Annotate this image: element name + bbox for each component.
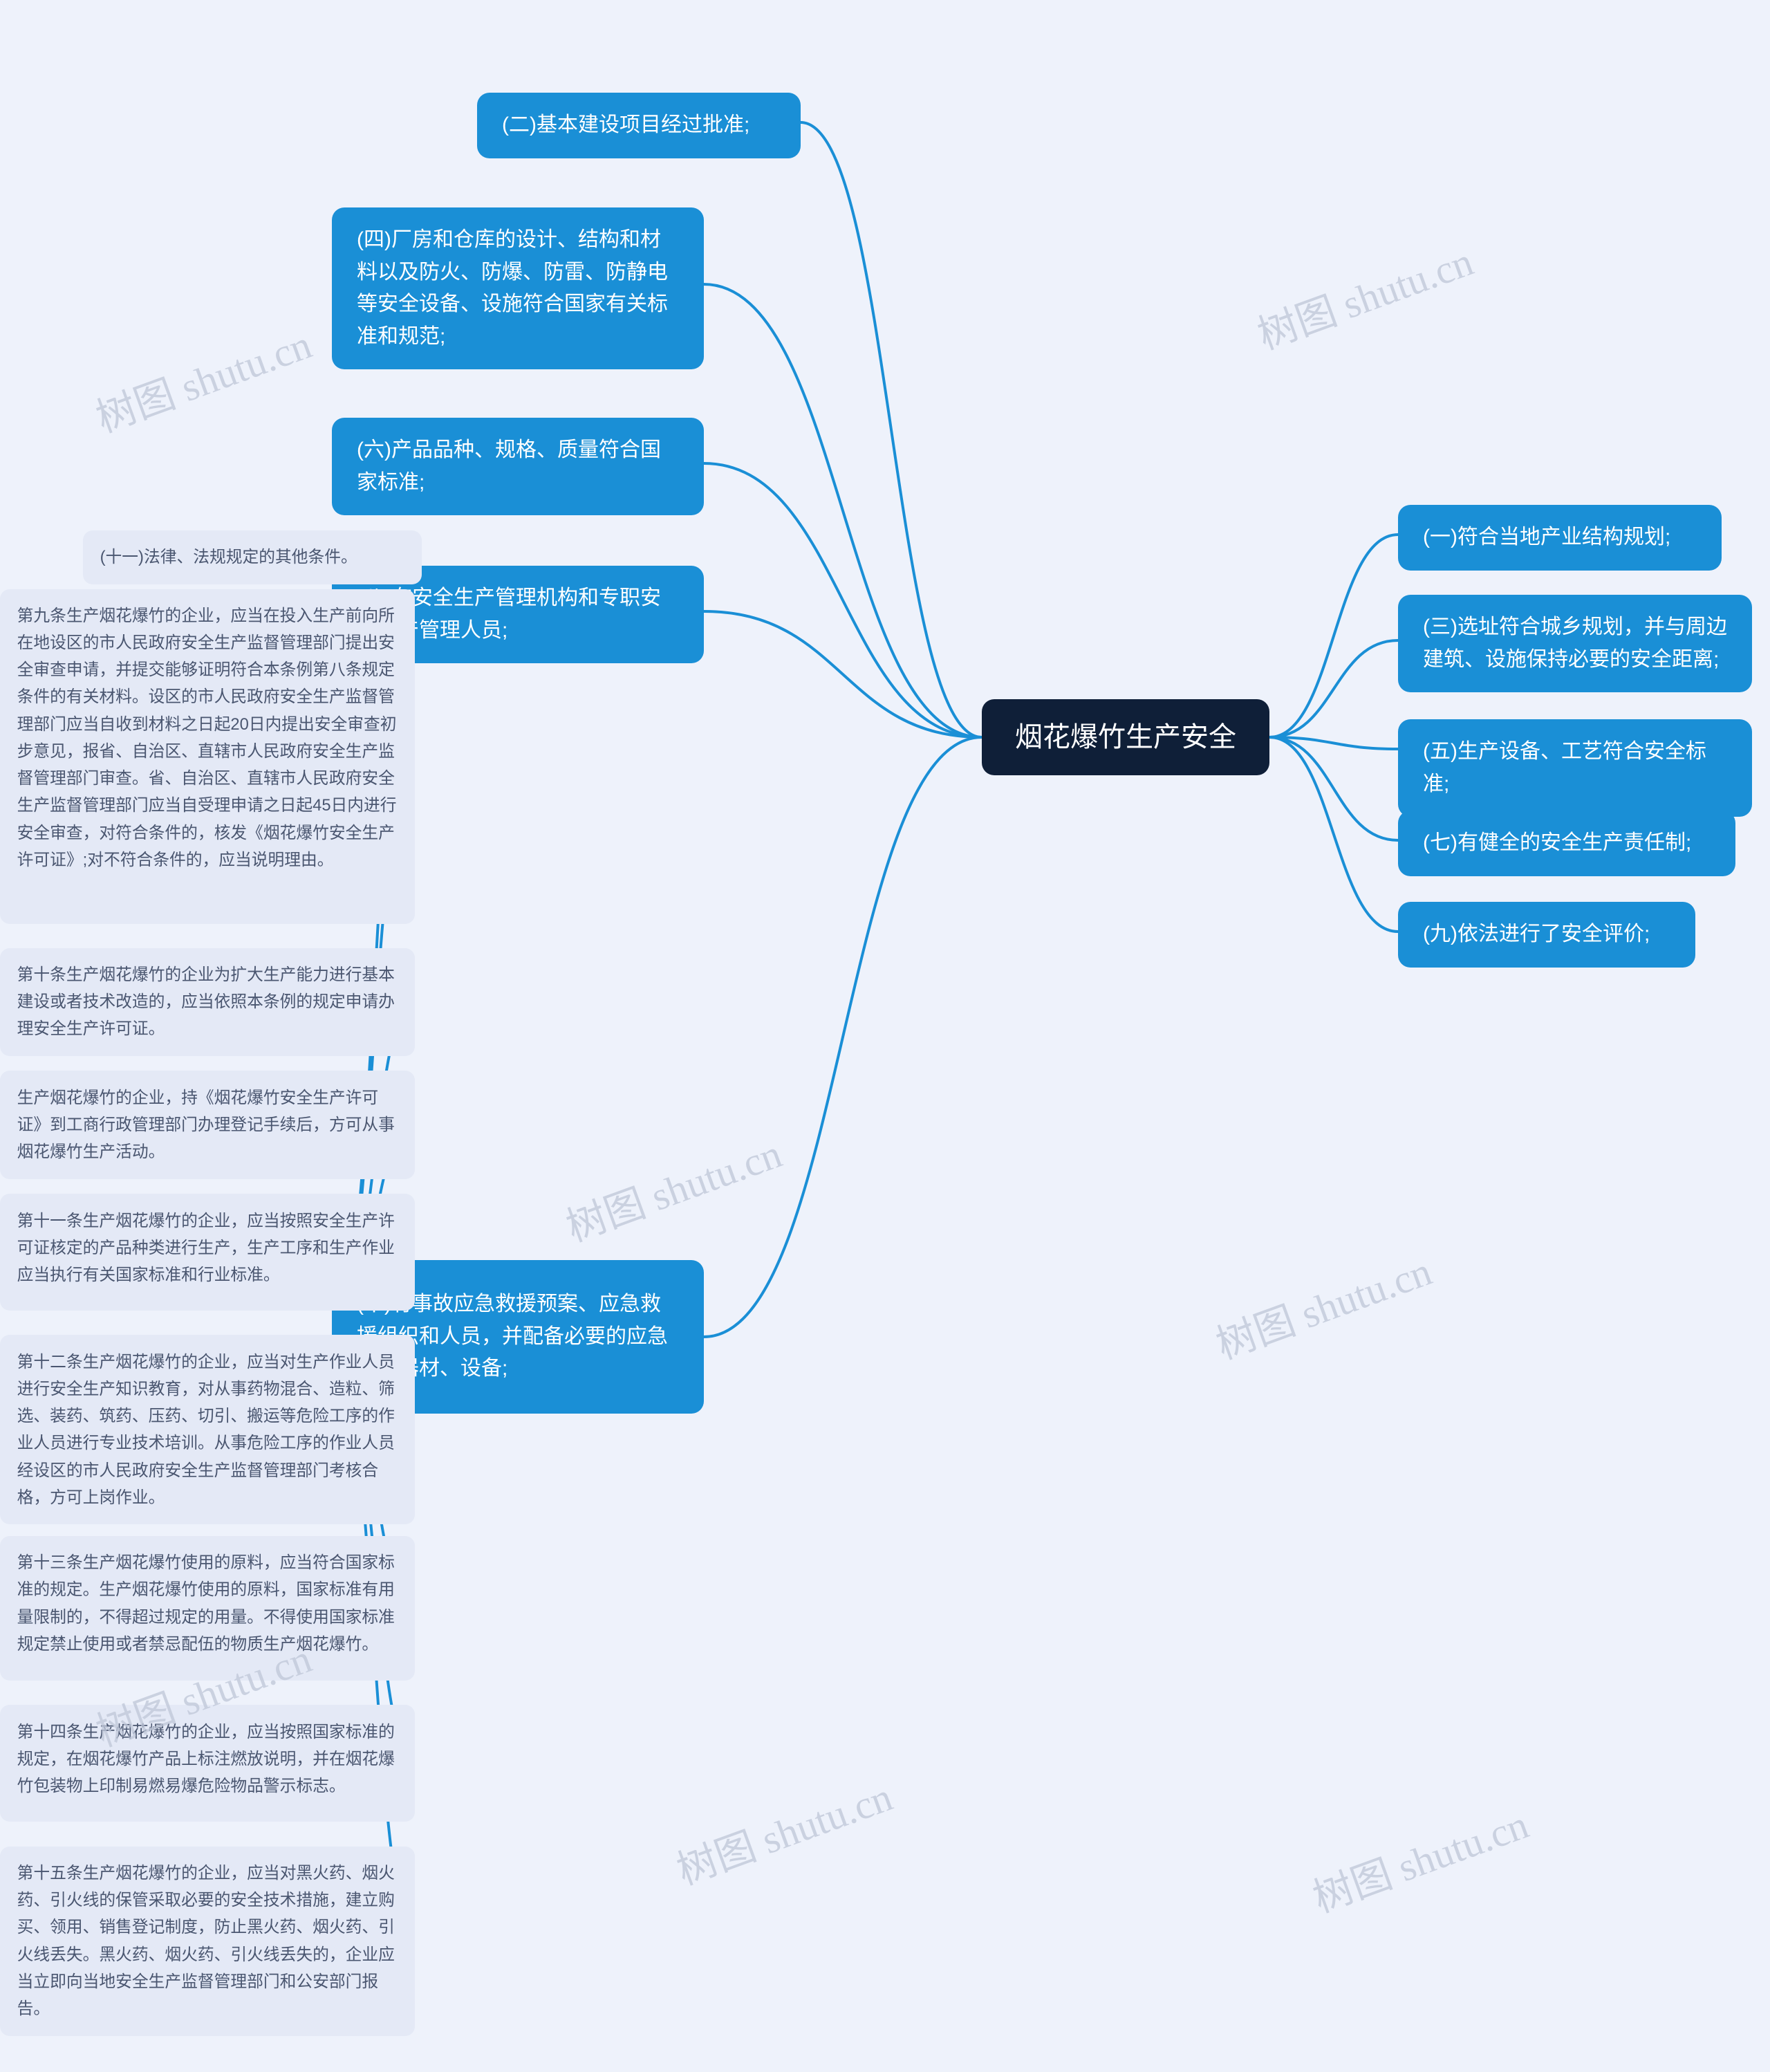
watermark: 树图 shutu.cn <box>1249 229 1480 360</box>
node-r5[interactable]: (五)生产设备、工艺符合安全标准; <box>1398 719 1752 817</box>
leaf-p10b: 生产烟花爆竹的企业，持《烟花爆竹安全生产许可证》到工商行政管理部门办理登记手续后… <box>0 1071 415 1178</box>
leaf-p14: 第十四条生产烟花爆竹的企业，应当按照国家标准的规定，在烟花爆竹产品上标注燃放说明… <box>0 1705 415 1822</box>
leaf-p12: 第十二条生产烟花爆竹的企业，应当对生产作业人员进行安全生产知识教育，对从事药物混… <box>0 1335 415 1524</box>
watermark: 树图 shutu.cn <box>557 1121 789 1252</box>
leaf-p9: 第九条生产烟花爆竹的企业，应当在投入生产前向所在地设区的市人民政府安全生产监督管… <box>0 589 415 924</box>
mindmap-canvas: 烟花爆竹生产安全 (一)符合当地产业结构规划; (三)选址符合城乡规划，并与周边建筑… <box>0 0 1770 2072</box>
node-l2[interactable]: (二)基本建设项目经过批准; <box>477 93 801 158</box>
node-r7[interactable]: (七)有健全的安全生产责任制; <box>1398 811 1735 876</box>
node-l4[interactable]: (四)厂房和仓库的设计、结构和材料以及防火、防爆、防雷、防静电等安全设备、设施符… <box>332 207 704 369</box>
node-r9[interactable]: (九)依法进行了安全评价; <box>1398 902 1695 968</box>
watermark: 树图 shutu.cn <box>668 1764 900 1896</box>
leaf-p15: 第十五条生产烟花爆竹的企业，应当对黑火药、烟火药、引火线的保管采取必要的安全技术… <box>0 1847 415 2036</box>
leaf-p10: 第十条生产烟花爆竹的企业为扩大生产能力进行基本建设或者技术改造的，应当依照本条例… <box>0 948 415 1056</box>
watermark: 树图 shutu.cn <box>1207 1239 1439 1370</box>
leaf-p11a: 第十一条生产烟花爆竹的企业，应当按照安全生产许可证核定的产品种类进行生产，生产工… <box>0 1194 415 1311</box>
leaf-p11: (十一)法律、法规规定的其他条件。 <box>83 530 422 584</box>
node-r1[interactable]: (一)符合当地产业结构规划; <box>1398 505 1722 571</box>
node-r3[interactable]: (三)选址符合城乡规划，并与周边建筑、设施保持必要的安全距离; <box>1398 595 1752 692</box>
root-node[interactable]: 烟花爆竹生产安全 <box>982 699 1269 775</box>
leaf-p13: 第十三条生产烟花爆竹使用的原料，应当符合国家标准的规定。生产烟花爆竹使用的原料，… <box>0 1536 415 1681</box>
watermark: 树图 shutu.cn <box>1304 1792 1536 1923</box>
node-l6[interactable]: (六)产品品种、规格、质量符合国家标准; <box>332 418 704 515</box>
watermark: 树图 shutu.cn <box>87 312 319 443</box>
